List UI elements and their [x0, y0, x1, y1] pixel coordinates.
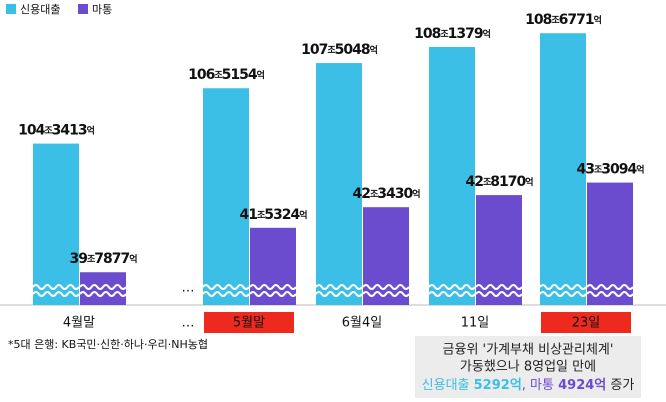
- annotation-line: 금융위 '가계부채 비상관리체계': [443, 343, 614, 358]
- axis-break: [202, 284, 250, 290]
- summary-part: 5292억: [474, 378, 522, 393]
- bar: [316, 63, 362, 306]
- axis-break: [586, 284, 634, 290]
- value-label: 39조7877억: [69, 251, 137, 267]
- axis-break: [79, 284, 127, 290]
- axis-break: [202, 291, 250, 297]
- axis-break: [539, 291, 587, 297]
- bar: [363, 207, 409, 305]
- x-tick-label: 23일: [572, 316, 601, 331]
- value-label: 107조5048억: [301, 42, 377, 58]
- axis-break: [249, 284, 297, 290]
- axis-break: [475, 284, 523, 290]
- highlight-box: [541, 312, 631, 333]
- value-label: 108조6771억: [525, 12, 601, 28]
- summary-part: , 마통: [522, 378, 558, 393]
- axis-break: [249, 291, 297, 297]
- summary-part: 신용대출: [422, 378, 474, 393]
- value-label: 104조3413억: [18, 123, 94, 139]
- value-label: 42조3430억: [352, 186, 420, 202]
- axis-break: [475, 291, 523, 297]
- axis-break: [79, 291, 127, 297]
- axis-break: [362, 284, 410, 290]
- x-tick-label: 11일: [461, 316, 490, 331]
- bar: [540, 33, 586, 306]
- x-tick-label: …: [182, 316, 195, 331]
- annotation-line: 가동했으나 8영업일 만에: [460, 359, 596, 375]
- axis-break: [428, 284, 476, 290]
- value-label: 41조5324억: [239, 207, 307, 223]
- annotation-summary: 신용대출 5292억, 마통 4924억 증가: [422, 378, 635, 393]
- value-label: 106조5154억: [188, 67, 264, 83]
- axis-break: [539, 284, 587, 290]
- highlight-box: [204, 312, 294, 333]
- summary-part: 4924억: [558, 378, 606, 393]
- legend-swatch: [6, 4, 16, 14]
- x-tick-label: 6월4일: [342, 316, 382, 331]
- gap-marker: …: [182, 281, 195, 296]
- axis-break: [315, 284, 363, 290]
- bar: [429, 46, 475, 305]
- footnote: *5대 은행: KB국민·신한·하나·우리·NH농협: [8, 337, 208, 351]
- bar: [203, 88, 249, 306]
- axis-break: [586, 291, 634, 297]
- axis-break: [32, 291, 80, 297]
- summary-part: 증가: [606, 378, 634, 393]
- value-label: 43조3094억: [576, 162, 644, 178]
- legend-label: 신용대출: [20, 3, 60, 16]
- annotation-box: [415, 336, 641, 398]
- axis-break: [428, 291, 476, 297]
- axis-break: [315, 291, 363, 297]
- legend-label: 마통: [92, 3, 112, 16]
- bar: [33, 143, 79, 305]
- axis-break: [362, 291, 410, 297]
- legend-swatch: [78, 4, 88, 14]
- axis-break: [32, 284, 80, 290]
- x-tick-label: 5월말: [233, 316, 265, 331]
- value-label: 42조8170억: [465, 174, 533, 190]
- x-tick-label: 4월말: [63, 316, 95, 331]
- value-label: 108조1379억: [414, 26, 490, 42]
